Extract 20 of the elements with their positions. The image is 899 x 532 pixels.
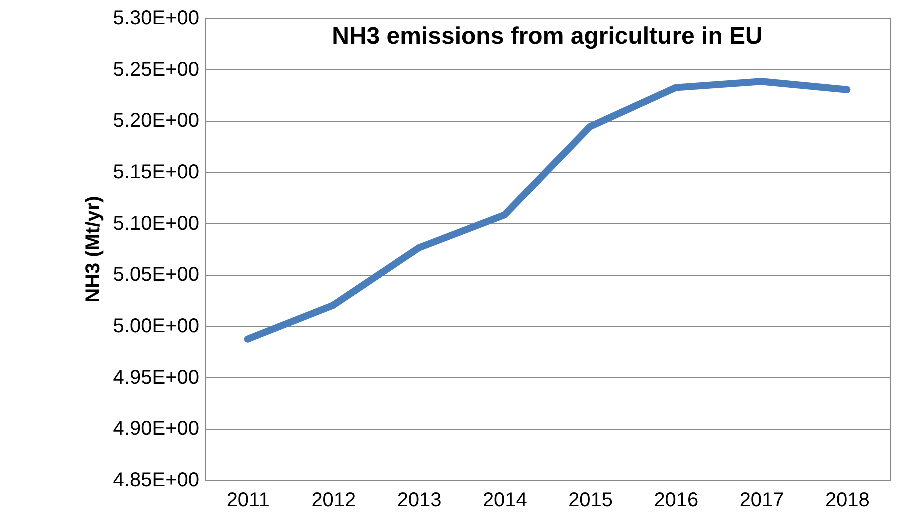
y-tick-label: 5.25E+00 xyxy=(113,58,200,81)
x-tick-label: 2011 xyxy=(226,490,270,512)
y-tick-label: 5.30E+00 xyxy=(113,8,200,30)
y-tick-label: 4.95E+00 xyxy=(113,366,200,389)
y-axis-title: NH3 (Mt/yr) xyxy=(82,196,104,303)
y-tick-label: 5.20E+00 xyxy=(113,110,200,132)
y-tick-label: 5.15E+00 xyxy=(113,162,200,184)
x-tick-label: 2013 xyxy=(397,490,442,512)
x-tick-label: 2018 xyxy=(825,490,870,512)
y-tick-label: 5.00E+00 xyxy=(113,316,200,338)
x-tick-label: 2015 xyxy=(568,490,614,512)
y-tick-label: 4.90E+00 xyxy=(113,418,200,440)
y-tick-label: 5.10E+00 xyxy=(113,212,200,235)
y-tick-label: 4.85E+00 xyxy=(113,470,200,492)
y-tick-label: 5.05E+00 xyxy=(113,264,200,286)
chart-title: NH3 emissions from agriculture in EU xyxy=(332,23,763,50)
x-tick-label: 2012 xyxy=(312,490,356,512)
x-tick-label: 2017 xyxy=(740,490,784,512)
x-tick-label: 2016 xyxy=(654,490,699,512)
x-tick-label: 2014 xyxy=(482,490,528,512)
